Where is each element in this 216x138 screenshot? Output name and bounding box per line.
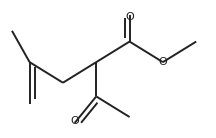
Text: O: O: [125, 12, 134, 22]
Text: O: O: [70, 116, 79, 126]
Text: O: O: [159, 57, 167, 67]
